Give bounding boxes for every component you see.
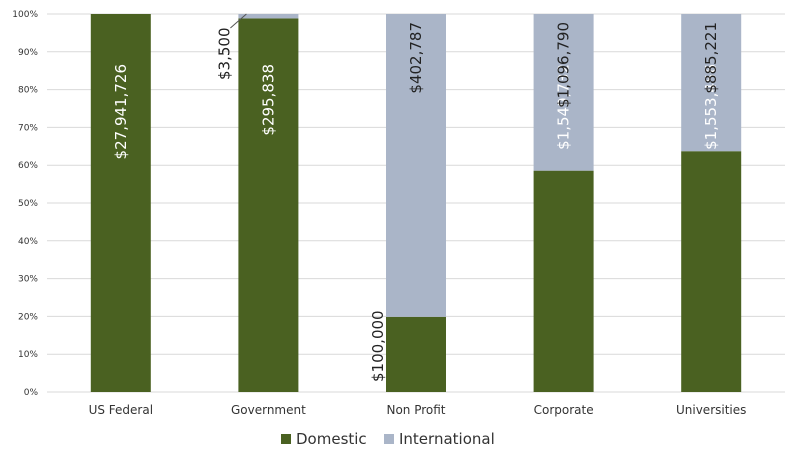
y-tick-label: 80%: [18, 86, 38, 96]
category-label: US Federal: [89, 403, 153, 417]
bar-international: [533, 14, 594, 171]
y-tick-label: 40%: [18, 237, 38, 247]
x-axis-categories: US Federal Government Non Profit Corporate U…: [89, 403, 747, 417]
domestic-data-label: $1,553,456: [702, 64, 720, 150]
legend: Domestic International: [281, 430, 495, 448]
legend-label: International: [399, 430, 495, 448]
domestic-data-label: $100,000: [369, 310, 387, 382]
bar-domestic: [90, 14, 151, 392]
domestic-data-label: $27,941,726: [112, 64, 130, 159]
y-tick-label: 60%: [18, 161, 38, 171]
international-data-label: $885,221: [702, 22, 720, 94]
bar-domestic: [386, 316, 446, 392]
bar-domestic: [681, 151, 742, 392]
bar-international: [238, 14, 299, 19]
category-label: Corporate: [534, 403, 594, 417]
international-data-label: $1,096,790: [555, 22, 573, 108]
y-tick-label: 30%: [18, 275, 38, 285]
international-data-label: $3,500: [215, 28, 233, 81]
category-label: Government: [231, 403, 306, 417]
y-axis-ticks: 0% 10% 20% 30% 40% 50% 60% 70% 80% 90% 100%: [12, 10, 38, 398]
legend-swatch: [384, 434, 394, 444]
y-tick-label: 20%: [18, 312, 38, 322]
domestic-data-label: $1,549,732: [555, 64, 573, 150]
y-tick-label: 100%: [12, 10, 38, 20]
domestic-data-label: $295,838: [259, 64, 277, 136]
y-tick-label: 10%: [18, 350, 38, 360]
legend-swatch: [281, 434, 291, 444]
category-label: Universities: [676, 403, 746, 417]
category-label: Non Profit: [386, 403, 445, 417]
y-tick-label: 0%: [24, 388, 39, 398]
data-labels: $27,941,726 $295,838 $3,500 $100,000 $402,78…: [112, 13, 720, 382]
bar-domestic: [533, 170, 594, 392]
bar-international: [681, 14, 742, 152]
bar-domestic: [238, 18, 299, 393]
bars: [90, 14, 742, 393]
legend-label: Domestic: [296, 430, 367, 448]
leader-line: [230, 13, 247, 29]
y-tick-label: 70%: [18, 123, 38, 133]
bar-international: [386, 14, 446, 317]
international-data-label: $402,787: [407, 22, 425, 94]
y-tick-label: 50%: [18, 199, 38, 209]
y-tick-label: 90%: [18, 48, 38, 58]
